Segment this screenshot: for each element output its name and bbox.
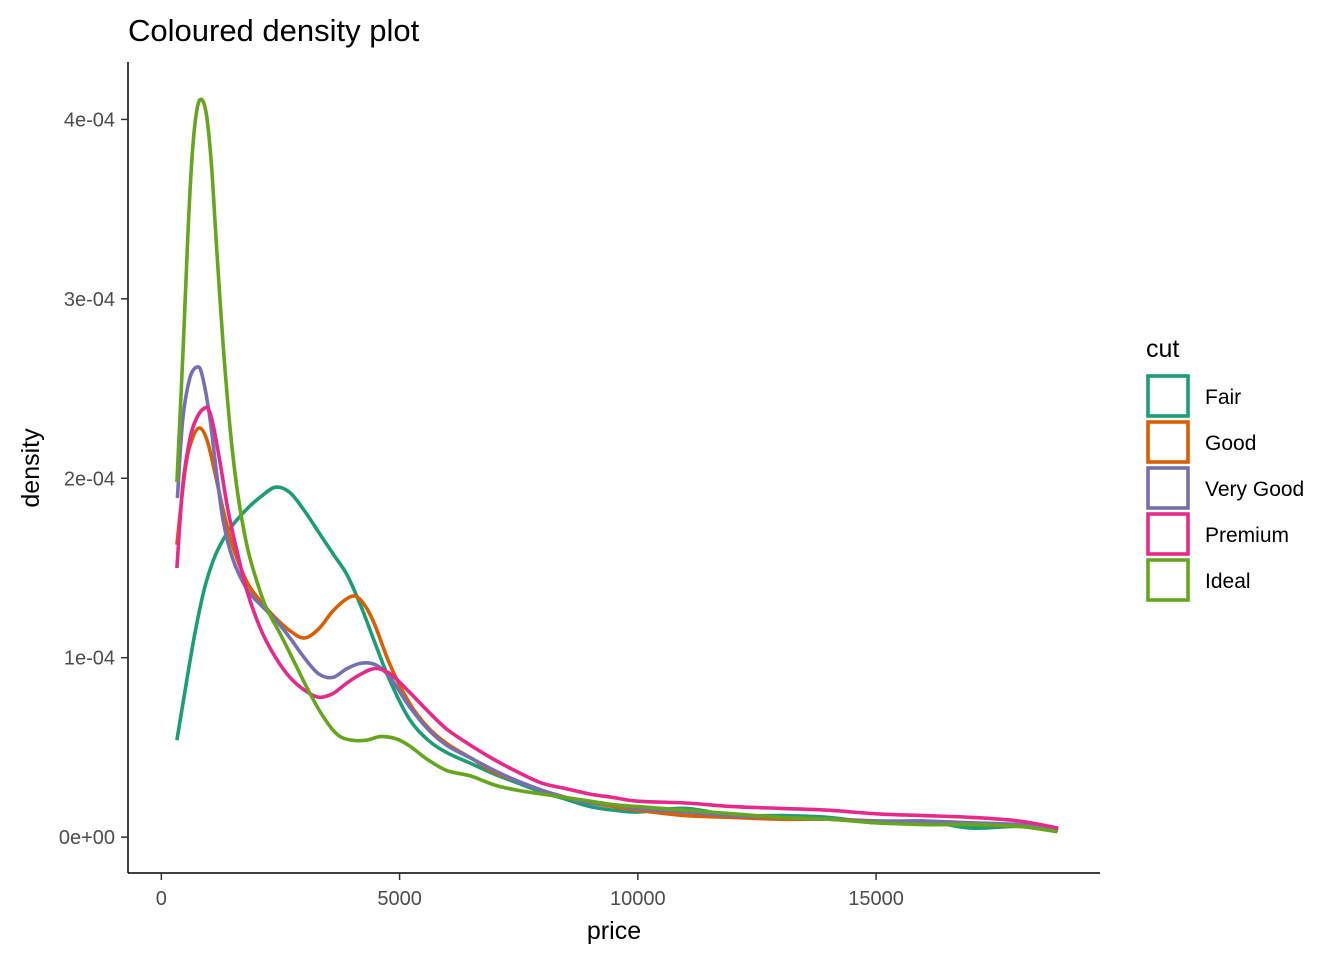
y-tick-label: 1e-04 bbox=[64, 648, 115, 670]
legend-label-very-good: Very Good bbox=[1205, 478, 1304, 501]
legend-label-premium: Premium bbox=[1205, 524, 1289, 547]
y-tick-label: 3e-04 bbox=[64, 289, 115, 311]
y-axis-ticks: 0e+00 1e-04 2e-04 3e-04 4e-04 bbox=[59, 109, 128, 849]
legend-title: cut bbox=[1146, 335, 1179, 363]
y-tick-label: 2e-04 bbox=[64, 468, 115, 490]
series-line-premium bbox=[175, 405, 1059, 830]
legend-label-fair: Fair bbox=[1205, 386, 1241, 409]
series-layer bbox=[175, 97, 1059, 834]
legend-key-fair bbox=[1146, 374, 1190, 418]
legend-key-good bbox=[1146, 420, 1190, 464]
x-tick-label: 10000 bbox=[610, 888, 666, 910]
x-tick-label: 5000 bbox=[377, 888, 422, 910]
y-tick-label: 4e-04 bbox=[64, 109, 115, 131]
legend: cut Fair Good Very Good Premium Ideal bbox=[1146, 335, 1304, 602]
legend-key-ideal bbox=[1146, 558, 1190, 602]
x-tick-label: 0 bbox=[156, 888, 167, 910]
x-axis-ticks: 0 5000 10000 15000 bbox=[156, 873, 904, 910]
legend-key-very-good bbox=[1146, 466, 1190, 510]
x-axis-title: price bbox=[587, 917, 641, 945]
x-tick-label: 15000 bbox=[848, 888, 904, 910]
y-tick-label: 0e+00 bbox=[59, 827, 115, 849]
legend-label-good: Good bbox=[1205, 432, 1256, 455]
legend-key-premium bbox=[1146, 512, 1190, 556]
series-line-ideal bbox=[175, 97, 1058, 834]
y-axis-title: density bbox=[17, 428, 45, 508]
legend-items: Fair Good Very Good Premium Ideal bbox=[1146, 374, 1304, 602]
legend-label-ideal: Ideal bbox=[1205, 570, 1251, 593]
plot-area: 0e+00 1e-04 2e-04 3e-04 4e-04 0 5000 10000 1500… bbox=[59, 62, 1100, 910]
chart-title: Coloured density plot bbox=[128, 13, 420, 48]
